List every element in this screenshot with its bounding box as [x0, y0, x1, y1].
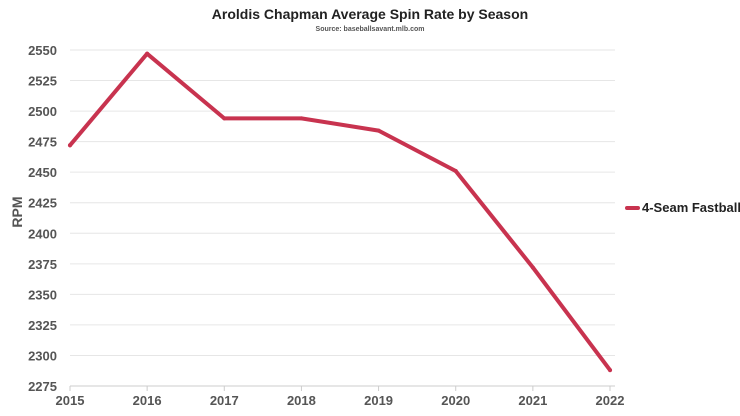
data-point-2017	[222, 116, 227, 121]
data-point-2022	[608, 368, 612, 373]
y-tick-label: 2550	[28, 43, 57, 58]
y-tick-label: 2350	[28, 287, 57, 302]
y-tick-label: 2275	[28, 379, 57, 394]
y-tick-label: 2425	[28, 196, 57, 211]
data-point-2019	[376, 128, 381, 133]
x-tick-label: 2018	[287, 393, 316, 408]
x-tick-label: 2015	[56, 393, 85, 408]
y-tick-label: 2500	[28, 104, 57, 119]
data-point-2020	[453, 168, 458, 173]
data-point-2018	[299, 116, 304, 121]
x-tick-label: 2022	[596, 393, 625, 408]
y-tick-label: 2375	[28, 257, 57, 272]
y-axis-ticks: 2275 2300 2325 2350 2375 2400 2425 2450 2475 2500…	[28, 43, 57, 394]
y-tick-label: 2325	[28, 318, 57, 333]
chart-title: Aroldis Chapman Average Spin Rate by Sea…	[212, 6, 528, 22]
series-layer	[68, 51, 612, 373]
x-tick-label: 2020	[441, 393, 470, 408]
x-tick-label: 2017	[210, 393, 239, 408]
y-tick-label: 2475	[28, 135, 57, 150]
data-point-2015	[68, 143, 72, 148]
chart-subtitle: Source: baseballsavant.mlb.com	[316, 26, 425, 33]
data-point-2016	[145, 51, 150, 56]
x-tick-label: 2021	[518, 393, 547, 408]
legend: 4-Seam Fastball	[625, 200, 740, 215]
y-tick-label: 2525	[28, 74, 57, 89]
y-tick-label: 2300	[28, 348, 57, 363]
y-axis-label: RPM	[9, 196, 25, 227]
x-tick-label: 2019	[364, 393, 393, 408]
data-point-2021	[530, 265, 535, 270]
series-line-0	[68, 51, 612, 373]
legend-label-4-seam-fastball: 4-Seam Fastball	[642, 200, 740, 215]
y-tick-label: 2450	[28, 165, 57, 180]
x-tick-label: 2016	[133, 393, 162, 408]
y-tick-label: 2400	[28, 226, 57, 241]
x-axis-ticks: 2015 2016 2017 2018 2019 2020 2021 2022	[56, 386, 625, 408]
gridlines	[70, 49, 615, 387]
